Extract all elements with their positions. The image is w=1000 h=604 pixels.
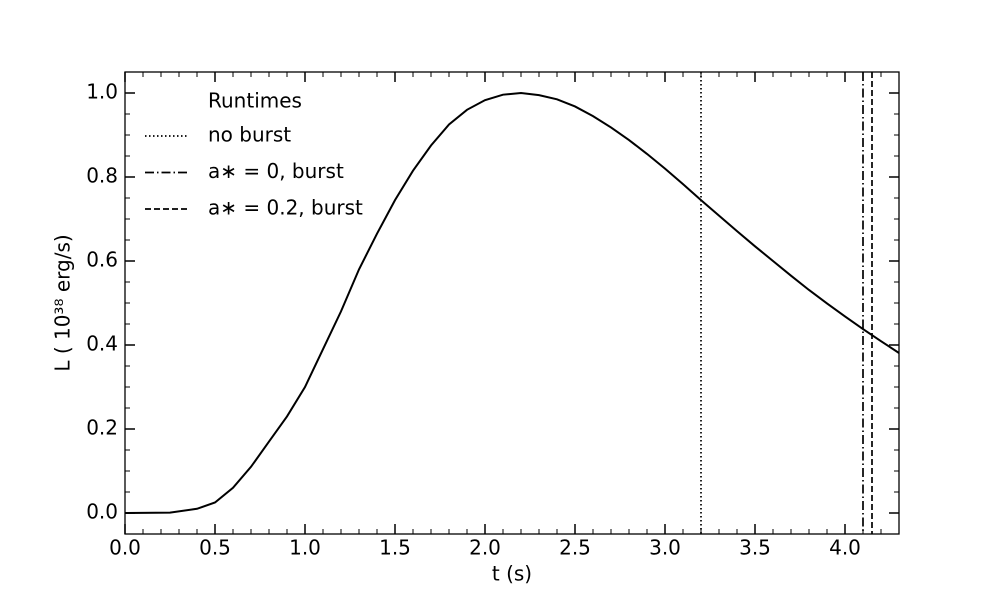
- x-tick-label: 1.0: [289, 536, 321, 560]
- x-tick-label: 1.5: [379, 536, 411, 560]
- legend-title: Runtimes: [208, 89, 302, 113]
- data-line: [124, 91, 900, 514]
- y-tick-label: 0.8: [86, 164, 118, 188]
- x-tick-label: 2.0: [469, 536, 501, 560]
- y-tick-label: 0.2: [86, 416, 118, 440]
- y-tick-label: 0.4: [86, 332, 118, 356]
- x-axis-label: t (s): [492, 562, 532, 586]
- y-tick-label: 0.6: [86, 248, 118, 272]
- x-tick-label: 3.5: [739, 536, 771, 560]
- y-tick-label: 0.0: [86, 500, 118, 524]
- legend-label: no burst: [208, 123, 291, 147]
- x-tick-label: 3.0: [649, 536, 681, 560]
- legend-label: a∗ = 0.2, burst: [208, 196, 363, 220]
- legend-label: a∗ = 0, burst: [208, 159, 344, 183]
- x-tick-label: 4.0: [829, 536, 861, 560]
- x-tick-label: 0.0: [109, 536, 141, 560]
- x-tick-label: 0.5: [199, 536, 231, 560]
- y-tick-label: 1.0: [86, 80, 118, 104]
- plot-frame: [124, 71, 900, 535]
- y-axis-label: L ( 10³⁸ erg/s): [51, 234, 75, 371]
- x-tick-label: 2.5: [559, 536, 591, 560]
